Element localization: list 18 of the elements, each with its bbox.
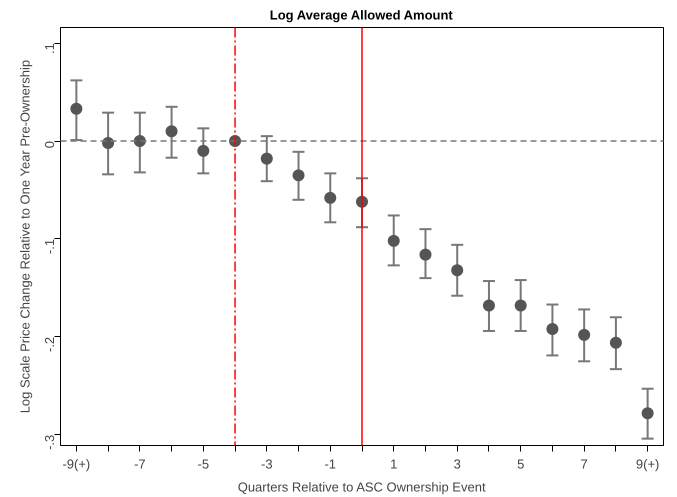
- x-tick-label: 7: [580, 456, 588, 472]
- y-tick-label: -.1: [42, 238, 57, 254]
- y-tick-label: -.2: [42, 336, 57, 352]
- x-tick-label: 1: [390, 456, 398, 472]
- x-tick-label: -1: [324, 456, 336, 472]
- x-tick-label: 5: [517, 456, 524, 472]
- x-tick-label: 3: [454, 456, 461, 472]
- x-tick-label: -9(+): [62, 456, 90, 472]
- x-tick-label: -3: [261, 456, 273, 472]
- y-axis-title: Log Scale Price Change Relative to One Year Pre-Ownership: [18, 60, 32, 414]
- chart-title: Log Average Allowed Amount: [270, 8, 454, 22]
- x-tick-label: -5: [198, 456, 210, 472]
- x-tick-label: -7: [134, 456, 146, 472]
- x-axis-title: Quarters Relative to ASC Ownership Event: [238, 480, 486, 494]
- y-tick-label: .1: [42, 43, 57, 54]
- y-tick-label: -.3: [42, 434, 57, 450]
- y-tick-label: 0: [42, 141, 57, 148]
- x-tick-label: 9(+): [636, 456, 660, 472]
